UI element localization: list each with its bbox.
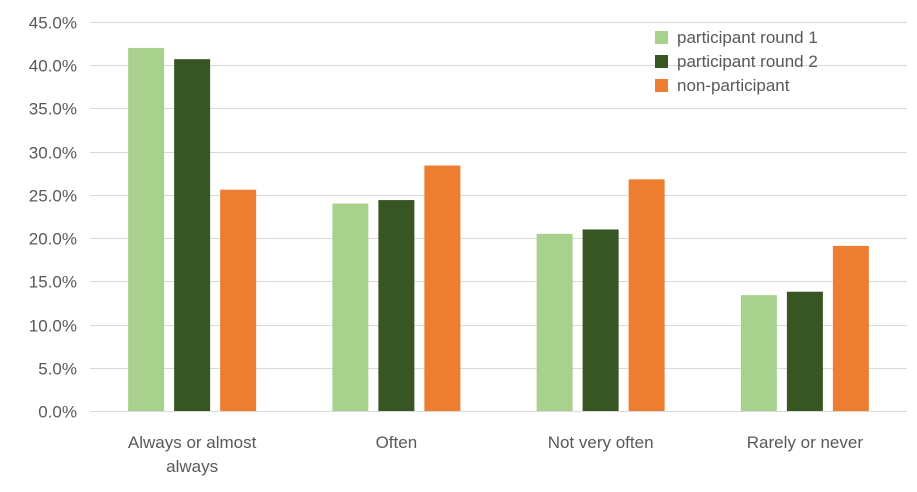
legend: participant round 1 participant round 2 no… [655,28,818,95]
y-tick-label: 5.0% [38,360,77,379]
y-tick-label: 40.0% [29,57,77,76]
x-axis-category-labels: Always or almost always Often Not very ofte… [128,433,863,476]
y-tick-label: 20.0% [29,230,77,249]
y-tick-label: 10.0% [29,317,77,336]
y-tick-label: 25.0% [29,187,77,206]
bar-non-participant-1 [424,165,460,411]
x-category-label: Always or almost always [128,433,257,476]
bar-non-participant-3 [833,246,869,411]
bar-non-participant-2 [629,179,665,411]
legend-label: non-participant [677,76,790,95]
legend-item: participant round 2 [655,52,818,71]
y-tick-label: 35.0% [29,100,77,119]
x-category-label: Rarely or never [747,433,864,452]
legend-swatch [655,79,668,92]
legend-swatch [655,55,668,68]
legend-label: participant round 2 [677,52,818,71]
y-tick-label: 0.0% [38,403,77,422]
gridlines [90,23,907,369]
y-axis-tick-labels: 0.0% 5.0% 10.0% 15.0% 20.0% 25.0% 30.0% 35.0% 40… [29,14,77,422]
bar-participant-round-2-0 [174,59,210,411]
bar-participant-round-2-3 [787,292,823,411]
bar-participant-round-2-2 [583,229,619,411]
bar-participant-round-1-2 [537,234,573,411]
legend-label: participant round 1 [677,28,818,47]
bar-participant-round-1-3 [741,295,777,411]
bar-non-participant-0 [220,190,256,411]
legend-swatch [655,31,668,44]
legend-item: non-participant [655,76,790,95]
legend-item: participant round 1 [655,28,818,47]
y-tick-label: 30.0% [29,144,77,163]
bars [128,48,869,411]
x-category-label: Not very often [548,433,654,452]
bar-participant-round-1-1 [332,204,368,411]
x-category-label: Often [376,433,418,452]
y-tick-label: 15.0% [29,273,77,292]
bar-participant-round-1-0 [128,48,164,411]
y-tick-label: 45.0% [29,14,77,33]
bar-participant-round-2-1 [378,200,414,411]
